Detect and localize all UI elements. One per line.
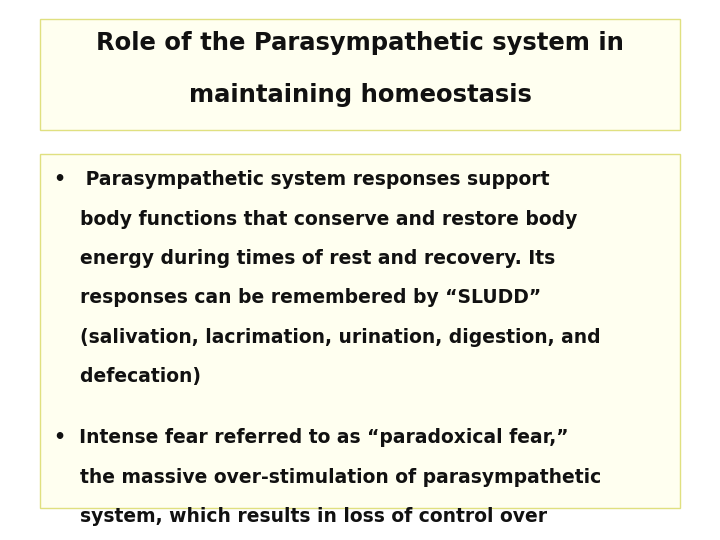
Text: body functions that conserve and restore body: body functions that conserve and restore… (54, 210, 577, 228)
Text: the massive over-stimulation of parasympathetic: the massive over-stimulation of parasymp… (54, 468, 601, 487)
Text: (salivation, lacrimation, urination, digestion, and: (salivation, lacrimation, urination, dig… (54, 328, 600, 347)
Text: system, which results in loss of control over: system, which results in loss of control… (54, 507, 547, 526)
FancyBboxPatch shape (40, 154, 680, 508)
Text: Role of the Parasympathetic system in: Role of the Parasympathetic system in (96, 31, 624, 55)
Text: defecation): defecation) (54, 367, 201, 386)
Text: •   Parasympathetic system responses support: • Parasympathetic system responses suppo… (54, 170, 549, 189)
FancyBboxPatch shape (40, 19, 680, 130)
Text: energy during times of rest and recovery. Its: energy during times of rest and recovery… (54, 249, 555, 268)
Text: •  Intense fear referred to as “paradoxical fear,”: • Intense fear referred to as “paradoxic… (54, 428, 569, 447)
Text: responses can be remembered by “SLUDD”: responses can be remembered by “SLUDD” (54, 288, 541, 307)
Text: maintaining homeostasis: maintaining homeostasis (189, 83, 531, 106)
